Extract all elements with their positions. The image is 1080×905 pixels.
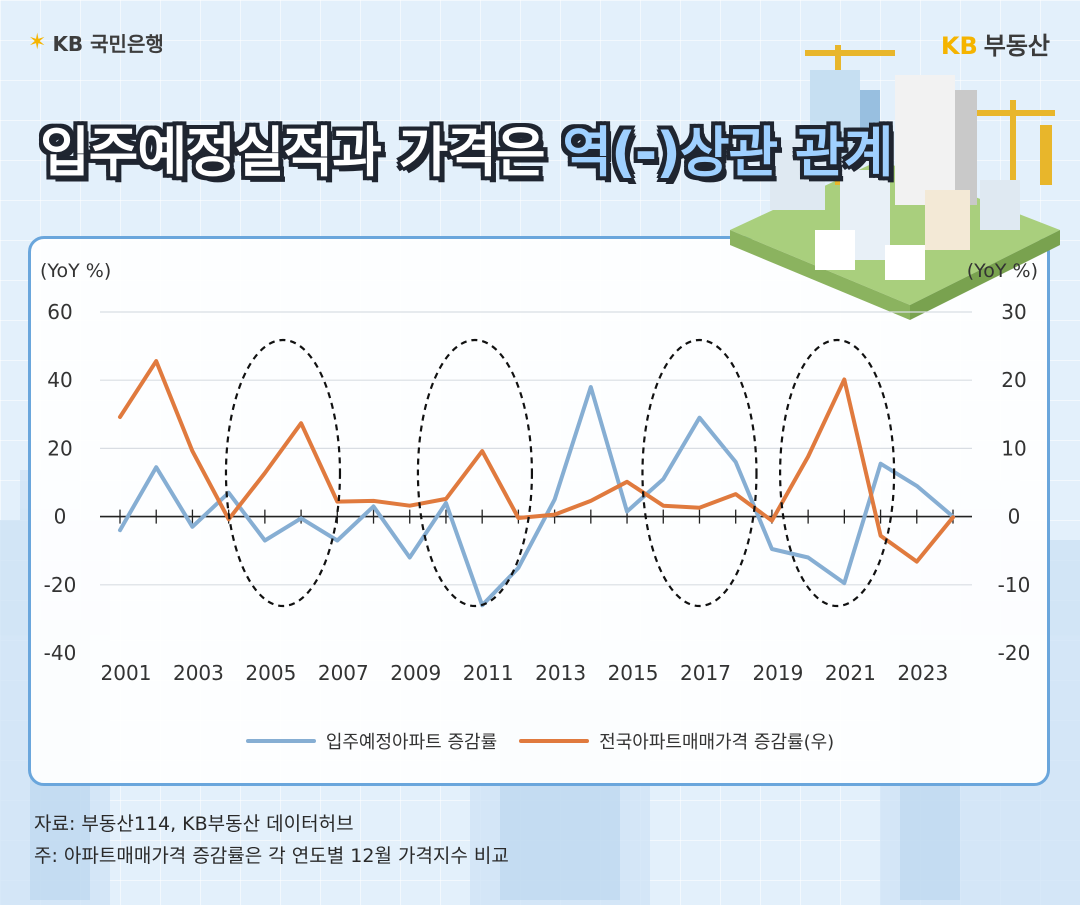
legend-item-blue: 입주예정아파트 증감률 (245, 728, 497, 754)
kb-bank-logo: ✶ KB 국민은행 (28, 30, 164, 56)
source-note: 자료: 부동산114, KB부동산 데이터허브 (34, 813, 354, 835)
page-title: 입주예정실적과 가격은 역(-)상관 관계 (40, 121, 893, 184)
footnote: 자료: 부동산114, KB부동산 데이터허브 주: 아파트매매가격 증감률은 … (34, 808, 509, 872)
kb-real-estate-logo: KB 부동산 (940, 32, 1050, 60)
city-illustration (730, 45, 1060, 320)
legend-swatch-blue (245, 739, 316, 743)
kb-star-icon: ✶ (28, 30, 47, 55)
method-note: 주: 아파트매매가격 증감률은 각 연도별 12월 가격지수 비교 (34, 845, 509, 867)
legend-swatch-orange (519, 739, 590, 743)
chart-legend: 입주예정아파트 증감률 전국아파트매매가격 증감률(우) (0, 728, 1080, 754)
legend-item-orange: 전국아파트매매가격 증감률(우) (519, 728, 834, 754)
